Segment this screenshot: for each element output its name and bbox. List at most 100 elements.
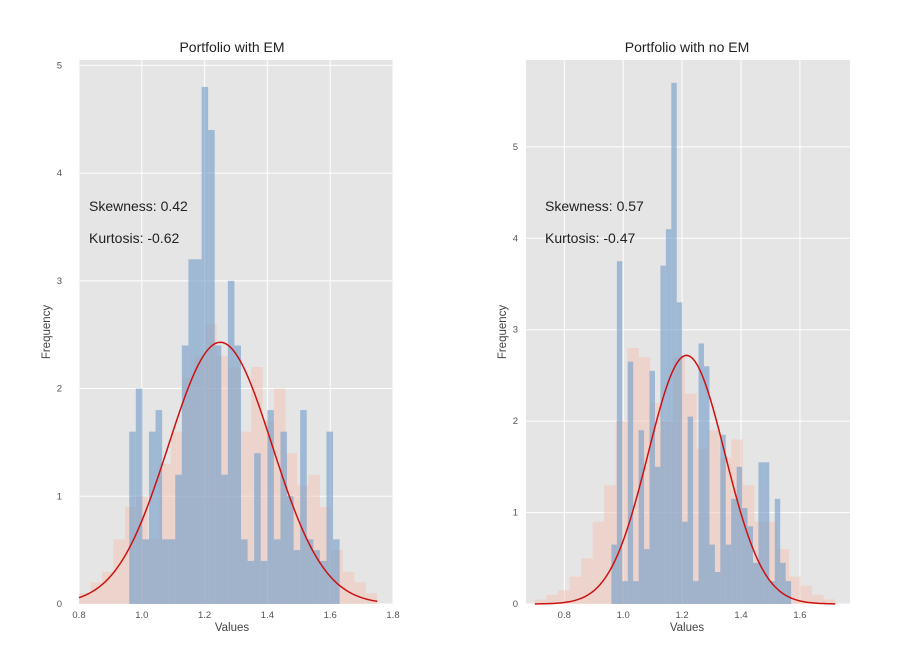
histogram-bar — [326, 431, 334, 604]
normal-fit-curve — [534, 354, 836, 605]
shadow-bar — [90, 582, 102, 604]
histogram-bar — [671, 82, 677, 605]
histogram-bar — [129, 431, 136, 604]
chart-panel-em: 0.8 1.0 1.2 1.4 1.6 1.8 0 1 2 3 4 5 Port… — [41, 39, 400, 634]
histogram-bar — [300, 410, 307, 604]
histogram-bar — [616, 261, 623, 604]
histogram-bar — [736, 466, 743, 604]
x-tick-label: 1.2 — [198, 610, 211, 621]
shadow-bar — [342, 571, 355, 604]
histogram-bar — [306, 539, 314, 604]
y-tick-label: 2 — [57, 384, 62, 395]
x-tick-labels: 0.8 1.0 1.2 1.4 1.6 1.8 — [72, 610, 399, 621]
shadow-bar — [546, 594, 558, 604]
histogram-bar — [221, 474, 228, 604]
shadow-bar — [308, 474, 320, 604]
histogram-bar — [725, 544, 732, 604]
histogram-bar — [333, 539, 340, 604]
histogram-bar — [194, 259, 202, 604]
y-tick-label: 4 — [513, 233, 518, 244]
histogram-bar — [633, 581, 639, 604]
x-tick-label: 1.2 — [675, 610, 688, 621]
x-axis-label: Values — [670, 622, 705, 634]
histogram-bar — [135, 388, 143, 604]
histogram-bar — [155, 410, 163, 604]
histogram-bar — [208, 130, 215, 604]
histogram-bar — [280, 431, 288, 604]
histogram-bar — [267, 410, 274, 604]
shadow-bar — [789, 576, 801, 604]
x-tick-label: 1.4 — [261, 610, 274, 621]
histogram-bar — [260, 560, 268, 604]
skewness-annotation: Skewness: 0.57 — [545, 198, 644, 214]
normal-fit-curve — [78, 341, 378, 603]
histogram-bar — [293, 550, 301, 604]
histogram-bar — [780, 562, 786, 604]
y-axis-label: Frequency — [41, 305, 53, 360]
shadow-bar — [319, 507, 332, 604]
shadow-bar — [638, 357, 651, 604]
histogram-bar — [313, 550, 320, 604]
shadow-bar — [79, 593, 91, 604]
chart-panel-no-em: 0.8 1.0 1.2 1.4 1.6 0 1 2 3 4 5 Portfoli… — [497, 39, 850, 634]
y-axis-label: Frequency — [497, 305, 509, 360]
x-tick-label: 1.8 — [386, 610, 399, 621]
histogram-bar — [665, 229, 672, 604]
histogram-bar — [188, 259, 195, 604]
shadow-bar — [708, 430, 720, 604]
shadow-bar — [365, 593, 378, 604]
kurtosis-annotation: Kurtosis: -0.62 — [89, 230, 179, 246]
shadow-bar — [823, 599, 836, 604]
histogram-bar — [682, 521, 688, 604]
y-tick-label: 5 — [513, 142, 518, 153]
x-tick-label: 1.6 — [324, 610, 337, 621]
shadow-bar — [534, 599, 547, 604]
histogram-bar — [148, 431, 156, 604]
histogram-bar — [774, 498, 781, 604]
histogram-bar — [168, 539, 176, 604]
histogram-bar — [247, 560, 255, 604]
histogram-bar — [214, 345, 222, 604]
histogram-bar — [181, 345, 189, 604]
x-tick-label: 1.0 — [135, 610, 148, 621]
histogram-bars — [611, 82, 792, 605]
histogram-bar — [742, 508, 748, 604]
histogram-bar — [162, 539, 169, 604]
histogram-bar — [763, 462, 770, 604]
histogram-bar — [175, 474, 182, 604]
y-tick-labels: 0 1 2 3 4 5 — [513, 142, 518, 610]
shadow-bar — [354, 582, 366, 604]
shadow-bar — [557, 590, 570, 604]
shadow-bar — [581, 558, 593, 604]
histogram-bar — [687, 416, 694, 604]
histogram-bar — [227, 280, 235, 604]
histogram-bar — [241, 539, 248, 604]
shadow-bar — [159, 463, 171, 604]
shadow-bar — [239, 431, 252, 604]
shadow-bar — [569, 576, 582, 604]
shadow-bar — [101, 571, 114, 604]
shadow-bar — [274, 388, 286, 604]
histogram-bar — [273, 539, 281, 604]
shadow-bar — [592, 521, 605, 604]
histogram-bar — [698, 343, 704, 604]
x-tick-labels: 0.8 1.0 1.2 1.4 1.6 — [558, 610, 807, 621]
histogram-bar — [693, 581, 699, 604]
histogram-bar — [142, 539, 149, 604]
histogram-bar — [654, 466, 661, 604]
histogram-bar — [660, 265, 666, 604]
y-tick-label: 4 — [57, 168, 62, 179]
shadow-bar — [800, 585, 813, 604]
x-tick-label: 1.4 — [734, 610, 747, 621]
histogram-bar — [769, 581, 775, 604]
histogram-bar — [752, 562, 759, 604]
histogram-bar — [714, 572, 721, 604]
y-tick-labels: 0 1 2 3 4 5 — [57, 60, 62, 610]
x-tick-label: 0.8 — [558, 610, 571, 621]
y-tick-label: 0 — [513, 599, 518, 610]
histogram-bar — [676, 302, 683, 604]
histogram-bar — [201, 86, 209, 605]
histogram-bar — [611, 544, 617, 604]
histogram-bar — [254, 453, 261, 604]
histogram-bar — [644, 549, 650, 604]
